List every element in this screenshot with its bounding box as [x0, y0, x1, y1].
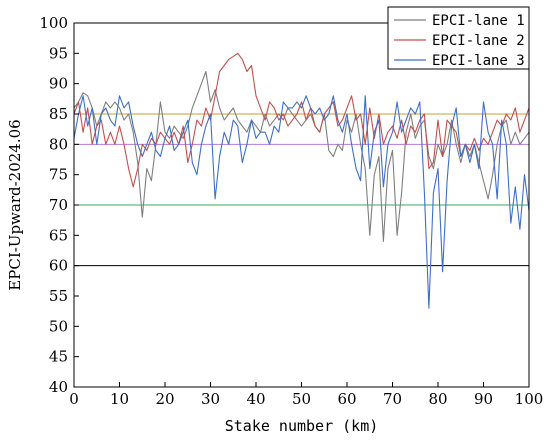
y-tick-label: 40	[49, 378, 68, 396]
y-tick-label: 45	[49, 348, 68, 366]
x-tick-label: 60	[337, 390, 356, 408]
y-tick-label: 50	[49, 317, 68, 335]
x-tick-label: 80	[428, 390, 447, 408]
x-tick-label: 100	[515, 390, 544, 408]
x-tick-label: 30	[201, 390, 220, 408]
y-tick-label: 75	[49, 166, 68, 184]
y-tick-label: 95	[49, 44, 68, 62]
y-tick-label: 70	[49, 196, 68, 214]
legend-entry-label: EPCI-lane 3	[432, 53, 525, 69]
x-tick-label: 50	[292, 390, 311, 408]
y-tick-label: 80	[49, 135, 68, 153]
y-tick-label: 100	[39, 14, 68, 32]
y-tick-label: 65	[49, 226, 68, 244]
y-axis-ticks: 40 45 50 55 60 65 70 75 80 85 90 95 100	[39, 14, 79, 396]
series-line-lane-3	[73, 95, 530, 309]
x-tick-label: 10	[110, 390, 129, 408]
legend-entry-label: EPCI-lane 2	[432, 33, 525, 49]
legend-entry-label: EPCI-lane 1	[432, 13, 525, 29]
x-tick-label: 40	[246, 390, 265, 408]
x-axis-label: Stake number (km)	[225, 417, 379, 435]
legend: EPCI-lane 1 EPCI-lane 2 EPCI-lane 3	[387, 6, 530, 70]
series-line-lane-2	[73, 52, 530, 188]
y-tick-label: 60	[49, 257, 68, 275]
x-tick-label: 20	[155, 390, 174, 408]
reference-lines	[74, 113, 529, 267]
x-tick-label: 70	[383, 390, 402, 408]
y-tick-label: 90	[49, 75, 68, 93]
x-tick-label: 90	[474, 390, 493, 408]
legend-box	[387, 6, 530, 70]
y-axis-label: EPCI-Upward-2024.06	[6, 119, 24, 290]
y-tick-label: 55	[49, 287, 68, 305]
series-lines	[73, 52, 530, 309]
x-axis-ticks: 0 10 20 30 40 50 60 70 80 90 100	[69, 382, 543, 408]
y-tick-label: 85	[49, 105, 68, 123]
x-tick-label: 0	[69, 390, 79, 408]
